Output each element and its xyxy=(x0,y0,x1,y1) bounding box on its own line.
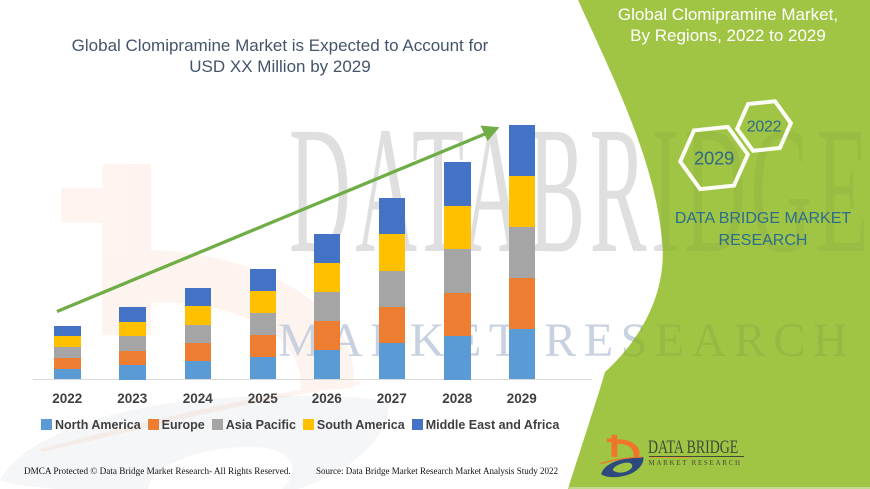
svg-text:2022: 2022 xyxy=(747,119,782,136)
svg-text:2029: 2029 xyxy=(694,148,734,169)
